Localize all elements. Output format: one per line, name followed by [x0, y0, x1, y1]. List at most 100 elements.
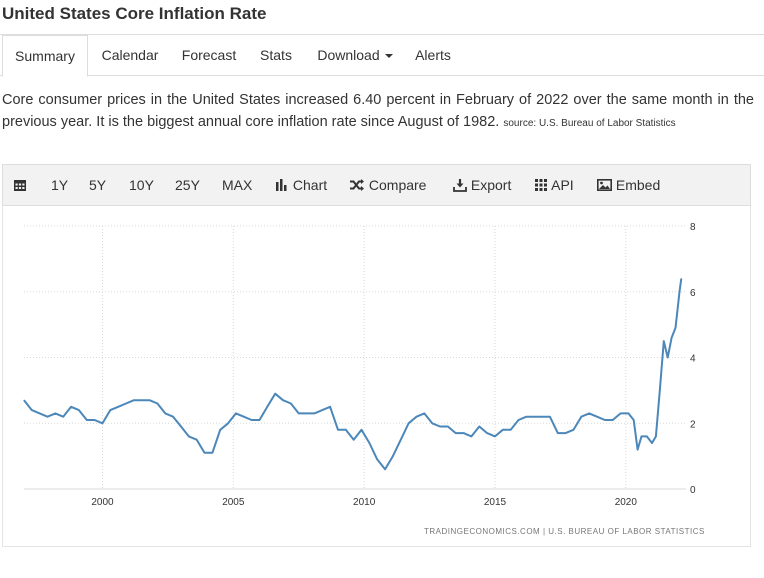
data-point — [478, 426, 480, 427]
data-point — [172, 416, 174, 418]
data-point — [463, 432, 465, 434]
data-point — [353, 439, 355, 441]
data-point — [510, 429, 512, 431]
data-point — [211, 452, 213, 454]
data-point — [573, 429, 574, 431]
tab-alerts[interactable]: Alerts — [415, 47, 451, 63]
tab-calendar[interactable]: Calendar — [101, 47, 159, 63]
chart-axes: 0 2 4 6 8 2000 2005 2010 2015 2020 — [91, 222, 696, 508]
data-point — [408, 422, 410, 424]
data-point — [227, 422, 229, 424]
data-point — [376, 458, 378, 460]
tab-stats[interactable]: Stats — [260, 47, 292, 63]
caret-down-icon — [384, 54, 393, 59]
data-point — [141, 399, 143, 401]
data-point — [494, 435, 496, 437]
data-point — [235, 412, 237, 414]
data-point — [298, 412, 300, 414]
compare-button[interactable]: Compare — [349, 165, 426, 205]
data-point — [164, 412, 166, 414]
range-25y-button[interactable]: 25Y — [175, 177, 200, 193]
data-point — [447, 426, 449, 427]
chart-toolbar: 1Y 5Y 10Y 25Y MAX Chart Compare Export A… — [2, 164, 751, 206]
export-button[interactable]: Export — [453, 165, 511, 205]
x-tick-label: 2000 — [91, 497, 114, 508]
data-point — [502, 429, 504, 431]
compare-button-label: Compare — [368, 177, 427, 193]
api-button[interactable]: API — [534, 165, 574, 205]
data-point — [518, 419, 519, 421]
data-point — [533, 416, 535, 418]
inflation-line-chart: 0 2 4 6 8 2000 2005 2010 2015 2020 TRADINGECONOMI… — [23, 222, 705, 536]
data-point — [525, 416, 527, 418]
data-point — [156, 403, 158, 404]
tab-summary[interactable]: Summary — [2, 35, 88, 77]
tab-download[interactable]: Download — [310, 35, 400, 76]
title-divider — [0, 34, 764, 35]
data-point — [361, 429, 362, 431]
data-point — [588, 412, 590, 414]
description: Core consumer prices in the United State… — [2, 89, 754, 135]
api-button-label: API — [551, 177, 574, 193]
data-point — [541, 416, 543, 418]
data-point — [455, 432, 457, 434]
y-tick-label: 2 — [690, 419, 696, 430]
data-point — [180, 426, 182, 427]
data-point — [486, 432, 488, 434]
data-point — [368, 442, 370, 444]
data-point — [679, 291, 680, 293]
data-point — [54, 412, 56, 414]
data-point — [671, 337, 673, 339]
data-point — [659, 389, 661, 391]
data-point — [345, 429, 347, 431]
data-point — [431, 422, 433, 424]
data-point — [133, 399, 135, 401]
range-10y-button[interactable]: 10Y — [129, 177, 154, 193]
x-tick-label: 2010 — [353, 497, 376, 508]
description-text: Core consumer prices in the United State… — [2, 92, 754, 130]
data-point — [39, 412, 41, 414]
chart-button[interactable]: Chart — [275, 165, 327, 205]
data-point — [102, 422, 103, 424]
range-5y-button[interactable]: 5Y — [89, 177, 107, 193]
bar-chart-icon — [276, 179, 287, 191]
data-point — [675, 327, 676, 329]
embed-button[interactable]: Embed — [597, 165, 660, 205]
data-point — [196, 439, 198, 441]
data-point — [655, 435, 657, 437]
tab-bar: Summary Calendar Forecast Stats Download… — [0, 35, 764, 77]
page-title: United States Core Inflation Rate — [2, 4, 267, 23]
data-point — [117, 406, 119, 408]
data-point — [31, 409, 33, 411]
tab-forecast[interactable]: Forecast — [181, 47, 237, 63]
shuffle-icon — [350, 179, 364, 191]
chart-credit: TRADINGECONOMICS.COM | U.S. BUREAU OF LA… — [424, 527, 705, 536]
range-max-button[interactable]: MAX — [222, 177, 253, 193]
data-point — [78, 409, 80, 411]
data-point — [627, 412, 629, 414]
y-tick-label: 6 — [690, 288, 696, 299]
data-point — [188, 435, 190, 437]
data-point — [423, 412, 425, 414]
data-point — [23, 399, 25, 401]
data-point — [251, 419, 253, 421]
range-1y-button[interactable]: 1Y — [51, 177, 69, 193]
x-tick-label: 2005 — [222, 497, 245, 508]
data-point — [400, 439, 402, 441]
chart-grid — [24, 225, 686, 490]
calendar-range-button[interactable] — [13, 165, 27, 205]
data-point — [549, 416, 551, 418]
data-point — [620, 412, 622, 414]
data-point — [243, 416, 245, 418]
data-point — [47, 416, 48, 418]
image-icon — [597, 178, 612, 191]
x-tick-label: 2020 — [615, 497, 638, 508]
tab-download-label: Download — [317, 47, 380, 63]
data-point — [149, 399, 151, 401]
data-point — [321, 409, 323, 411]
data-point — [641, 435, 642, 437]
y-tick-label: 4 — [690, 354, 696, 365]
data-point — [109, 409, 111, 411]
data-point — [596, 416, 598, 418]
data-point — [329, 406, 331, 408]
